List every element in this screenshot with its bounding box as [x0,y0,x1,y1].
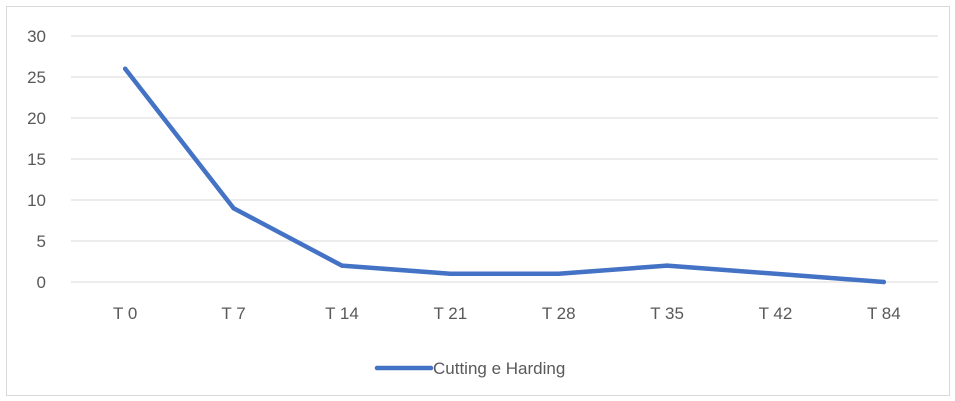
data-point [122,66,128,72]
x-tick-label: T 0 [113,304,137,323]
y-tick-label: 5 [37,232,46,251]
x-axis-tick-labels: T 0 T 7 T 14 T 21 T 28 T 35 T 42 T 84 [113,304,901,323]
data-point [231,206,236,211]
x-tick-label: T 7 [221,304,245,323]
data-point [339,263,345,268]
legend-label: Cutting e Harding [433,359,565,378]
x-tick-label: T 84 [867,304,901,323]
y-tick-label: 20 [27,109,46,128]
y-tick-label: 15 [27,150,46,169]
y-axis-tick-labels: 0 5 10 15 20 25 30 [27,27,46,292]
x-tick-label: T 28 [542,304,576,323]
data-point [556,271,561,276]
y-tick-label: 30 [27,27,46,46]
x-tick-label: T 14 [325,304,359,323]
data-point [773,271,778,276]
y-tick-label: 0 [37,273,46,292]
series-layer [122,66,887,285]
data-point [448,271,453,276]
x-tick-label: T 42 [759,304,793,323]
legend: Cutting e Harding [374,359,565,378]
y-tick-label: 10 [27,191,46,210]
series-line-0 [122,66,887,285]
x-tick-label: T 35 [650,304,684,323]
chart-frame [6,6,950,396]
x-tick-label: T 21 [433,304,467,323]
y-tick-label: 25 [27,68,46,87]
gridlines [71,35,938,283]
data-point [664,263,670,268]
data-point [881,279,887,285]
